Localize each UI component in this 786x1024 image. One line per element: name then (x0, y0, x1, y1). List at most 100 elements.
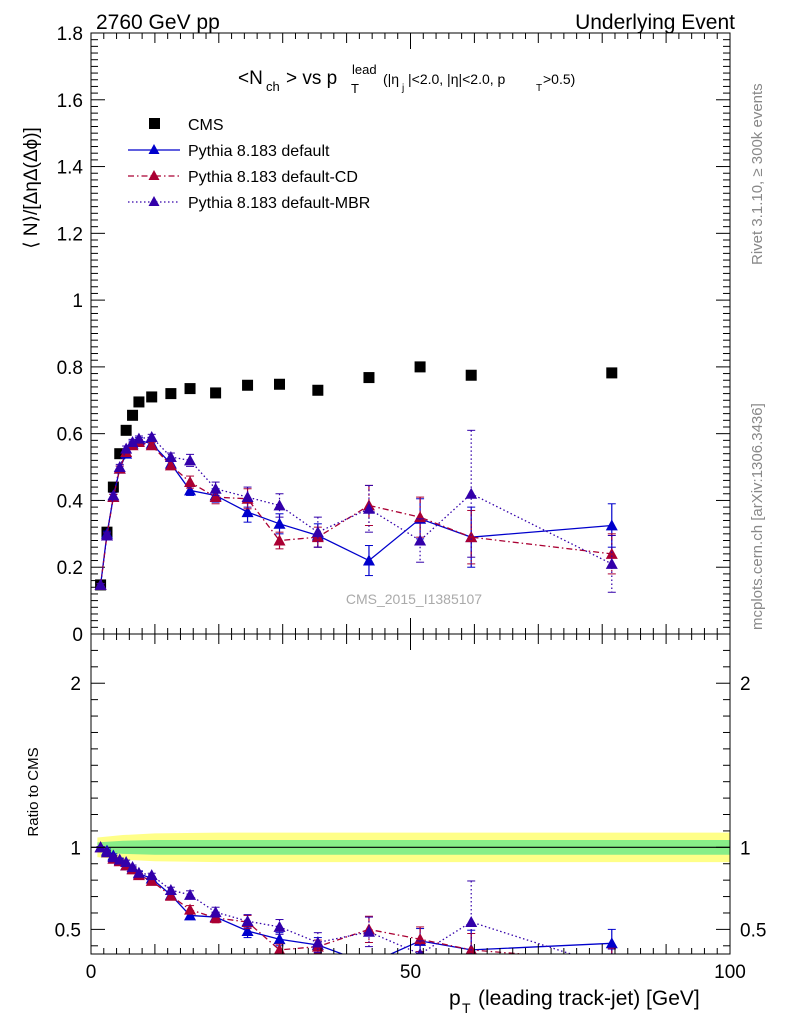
main-frame (90, 32, 731, 635)
ratio-data-point (209, 906, 222, 918)
data-point (465, 531, 478, 543)
x-tick-label: 0 (86, 962, 97, 983)
x-tick-label: 50 (400, 962, 421, 983)
ratio-data-point (606, 955, 618, 966)
data-point (107, 489, 120, 501)
data-point (273, 517, 286, 529)
data-point (94, 578, 107, 590)
data-point (273, 499, 286, 511)
ratio-series-line (100, 846, 574, 954)
legend-label-default: Pythia 8.183 default (188, 143, 330, 160)
ratio-data-point (107, 851, 120, 863)
legend-marker-default-cd (148, 170, 160, 180)
data-point (145, 430, 158, 442)
cms-point (274, 378, 286, 390)
title-cond-c: >0.5) (543, 71, 575, 87)
main-y-tick-label: 1.2 (57, 224, 83, 245)
ratio-data-point (465, 915, 478, 927)
main-y-tick-label: 0.6 (57, 425, 83, 446)
cms-point (133, 396, 145, 408)
ratio-panel: 0.5 0.5 1 1 2 2 0 50 100 Ratio to CMS p T (lead… (25, 633, 767, 1016)
ratio-data-point (606, 961, 618, 972)
cms-point (242, 379, 254, 391)
legend-label-cms: CMS (188, 117, 224, 134)
ratio-axis-ticks (90, 634, 731, 954)
main-y-tick-label: 1.4 (57, 158, 84, 179)
ratio-data-point (126, 860, 139, 872)
title-cond-sub-j: j (401, 83, 404, 94)
legend-marker-cms (149, 118, 160, 129)
legend: CMS Pythia 8.183 default Pythia 8.183 de… (128, 117, 370, 212)
data-point (414, 534, 427, 546)
title-sup-lead: lead (352, 62, 377, 77)
title-cond-a: (|η (383, 71, 399, 87)
main-y-tick-label: 1 (72, 291, 83, 312)
legend-entry-default-mbr: Pythia 8.183 default-MBR (128, 195, 370, 212)
cms-point (114, 448, 126, 460)
ratio-data-point (164, 889, 177, 901)
data-point (100, 529, 113, 541)
ratio-y-tick-label-right: 0.5 (740, 920, 766, 941)
series-0 (95, 361, 618, 591)
series-line (99, 441, 612, 586)
cms-point (127, 409, 139, 421)
ratio-data-point (120, 856, 133, 868)
cms-point (465, 369, 477, 381)
ratio-data-point (605, 937, 618, 949)
title-cond-sub-t: T (536, 83, 542, 94)
cms-point (120, 424, 132, 436)
data-point (184, 454, 197, 466)
main-y-tick-label: 1.8 (57, 24, 83, 45)
data-point (184, 484, 197, 496)
watermark: CMS_2015_I1385107 (346, 591, 482, 607)
ratio-data-point (184, 909, 197, 921)
data-point (362, 502, 375, 514)
main-y-tick-label: 0.8 (57, 358, 83, 379)
title-sub-ch: ch (266, 79, 280, 94)
ratio-data-point (145, 874, 158, 886)
ratio-data-point (164, 883, 177, 895)
data-point (164, 450, 177, 462)
title-cond-b: |<2.0, |η|<2.0, p (408, 71, 506, 87)
series-line (99, 436, 613, 586)
ratio-data-point (416, 947, 424, 954)
ratio-data-point (113, 853, 126, 865)
series-line (99, 439, 612, 585)
ratio-data-point (414, 933, 427, 945)
data-point (605, 557, 618, 569)
cms-point (312, 384, 324, 396)
main-axis-ticks (90, 32, 731, 635)
cms-point (165, 388, 177, 400)
ratio-y-tick-label-left: 0.5 (55, 920, 81, 941)
x-axis-label-sub: T (462, 1000, 471, 1016)
data-point (311, 526, 324, 538)
title-sub-t: T (351, 81, 359, 96)
ratio-y-axis-label: Ratio to CMS (25, 747, 42, 836)
ratio-data-point (362, 925, 375, 937)
legend-label-default-mbr: Pythia 8.183 default-MBR (188, 195, 370, 212)
ratio-y-tick-label-right: 1 (740, 838, 751, 859)
ratio-y-tick-labels: 0.5 0.5 1 1 2 2 (55, 674, 767, 941)
ratio-data-point (94, 841, 107, 853)
x-tick-label: 100 (714, 962, 746, 983)
ratio-x-tick-labels: 0 50 100 (86, 962, 746, 983)
data-point (164, 459, 177, 471)
data-point (241, 506, 254, 518)
ratio-data-point (273, 933, 286, 945)
main-y-tick-label: 1.6 (57, 91, 83, 112)
ratio-data-point (273, 920, 286, 932)
series-3 (94, 429, 618, 593)
ratio-series-line (100, 846, 612, 954)
data-point (113, 461, 126, 473)
ratio-data-layer (94, 841, 618, 972)
x-axis-label-rest: (leading track-jet) [GeV] (478, 987, 700, 1010)
data-point (126, 435, 139, 447)
cms-point (414, 361, 426, 373)
main-y-tick-labels: 0 0.2 0.4 0.6 0.8 1 1.2 1.4 1.6 1.8 (57, 24, 84, 646)
title-part-mid: > vs p (286, 68, 337, 89)
data-point (465, 487, 478, 499)
cms-point (210, 387, 222, 399)
ratio-data-point (100, 846, 113, 858)
legend-entry-default-cd: Pythia 8.183 default-CD (128, 169, 358, 186)
